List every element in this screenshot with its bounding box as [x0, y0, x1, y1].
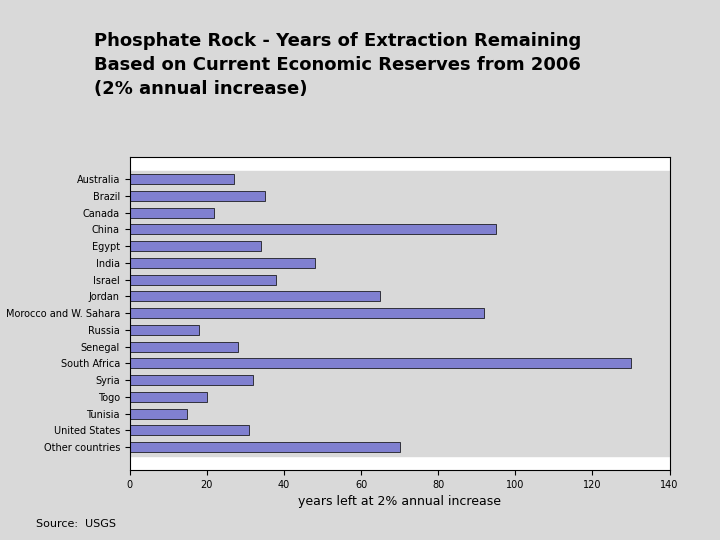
Bar — [130, 375, 253, 385]
Bar — [130, 339, 670, 355]
Bar — [130, 171, 670, 187]
Bar — [130, 241, 261, 251]
Bar — [130, 225, 496, 234]
Bar — [130, 409, 187, 419]
Bar — [130, 422, 670, 439]
Bar — [130, 288, 670, 305]
X-axis label: years left at 2% annual increase: years left at 2% annual increase — [298, 495, 501, 508]
Bar — [130, 292, 380, 301]
Bar — [130, 389, 670, 406]
Bar — [130, 442, 400, 452]
Bar — [130, 308, 485, 318]
Bar — [130, 359, 631, 368]
Bar — [130, 322, 670, 339]
Text: Phosphate Rock - Years of Extraction Remaining
Based on Current Economic Reserve: Phosphate Rock - Years of Extraction Rem… — [94, 32, 581, 98]
Bar — [130, 191, 265, 201]
Bar — [130, 392, 207, 402]
Bar — [130, 325, 199, 335]
Bar — [130, 426, 249, 435]
Bar — [130, 238, 670, 254]
Text: Source:  USGS: Source: USGS — [36, 519, 116, 529]
Bar — [130, 258, 315, 268]
Bar — [130, 174, 234, 184]
Bar — [130, 355, 670, 372]
Bar — [130, 254, 670, 271]
Bar — [130, 187, 670, 204]
Bar — [130, 208, 215, 218]
Bar — [130, 372, 670, 389]
Bar — [130, 406, 670, 422]
Bar — [130, 342, 238, 352]
Bar — [130, 439, 670, 456]
Bar — [130, 221, 670, 238]
Bar — [130, 271, 670, 288]
Bar — [130, 204, 670, 221]
Bar — [130, 275, 276, 285]
Bar — [130, 305, 670, 322]
